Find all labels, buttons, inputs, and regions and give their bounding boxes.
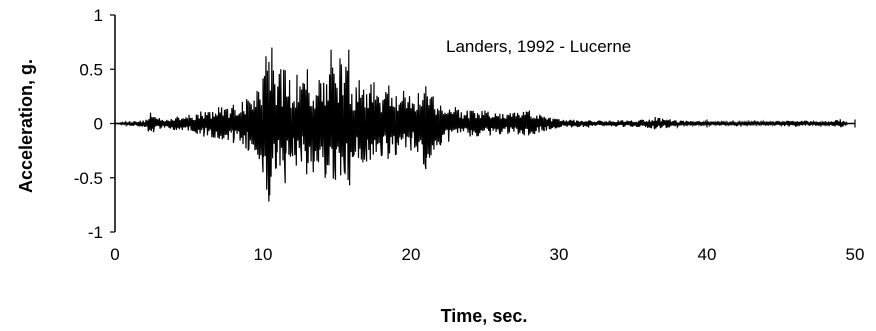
y-tick-label: 0 — [94, 115, 103, 134]
x-tick-label: 30 — [550, 245, 569, 264]
series-line-acceleration — [115, 47, 849, 202]
chart-annotation: Landers, 1992 - Lucerne — [446, 37, 631, 56]
y-tick-label: 1 — [94, 6, 103, 25]
x-axis-label: Time, sec. — [441, 306, 528, 326]
y-tick-label: -0.5 — [74, 169, 103, 188]
x-tick-label: 0 — [110, 245, 119, 264]
y-tick-label: -1 — [88, 223, 103, 242]
y-ticks: -1 -0.5 0 0.5 1 — [74, 6, 115, 242]
x-tick-label: 20 — [402, 245, 421, 264]
y-tick-label: 0.5 — [79, 60, 103, 79]
plot-area: 0 10 20 30 40 50 -1 -0.5 0 0.5 1 — [74, 6, 865, 264]
x-tick-label: 50 — [846, 245, 865, 264]
x-ticks: 0 10 20 30 40 50 — [110, 119, 865, 264]
x-tick-label: 10 — [254, 245, 273, 264]
y-axis-label: Acceleration, g. — [16, 59, 36, 193]
x-tick-label: 40 — [698, 245, 717, 264]
